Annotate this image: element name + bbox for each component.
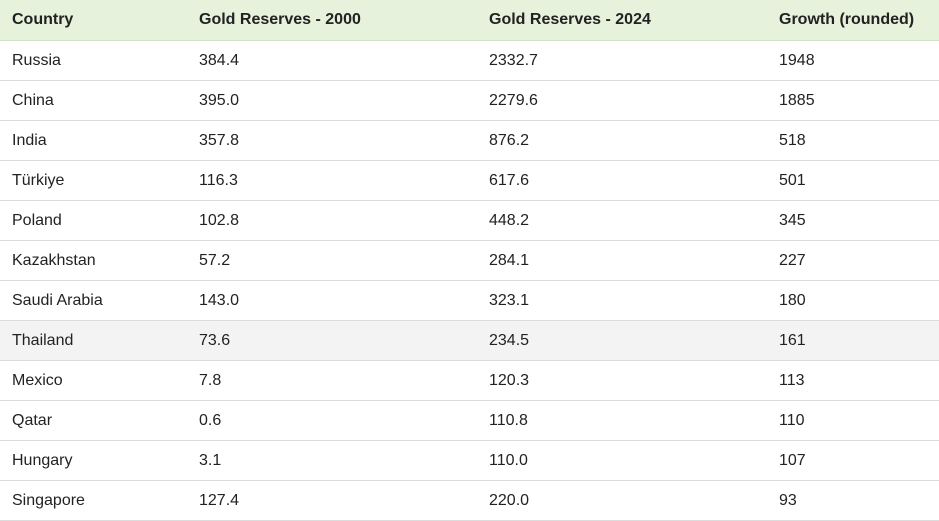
header-cell: Gold Reserves - 2024 <box>477 0 767 41</box>
table-row: Poland 102.8 448.2 345 <box>0 200 939 241</box>
table-cell: 395.0 <box>187 80 477 121</box>
table-row: India 357.8 876.2 518 <box>0 120 939 161</box>
table-cell: 110.0 <box>477 440 767 481</box>
table-cell: 57.2 <box>187 240 477 281</box>
table-cell: 143.0 <box>187 280 477 321</box>
table-row: Mexico 7.8 120.3 113 <box>0 360 939 401</box>
table-cell: 116.3 <box>187 160 477 201</box>
table-row: Russia 384.4 2332.7 1948 <box>0 40 939 81</box>
table-cell: 127.4 <box>187 480 477 521</box>
table-cell: Kazakhstan <box>0 240 187 281</box>
table-row: Kazakhstan 57.2 284.1 227 <box>0 240 939 281</box>
table-cell: 3.1 <box>187 440 477 481</box>
table-cell: Qatar <box>0 400 187 441</box>
table-cell: 617.6 <box>477 160 767 201</box>
table-cell: 448.2 <box>477 200 767 241</box>
table-cell: 284.1 <box>477 240 767 281</box>
table-cell: 73.6 <box>187 320 477 361</box>
table-row: Singapore 127.4 220.0 93 <box>0 480 939 521</box>
table-body: Russia 384.4 2332.7 1948 China 395.0 2279.6 188… <box>0 40 939 521</box>
table-cell: 113 <box>767 360 939 401</box>
table-cell: Poland <box>0 200 187 241</box>
table-cell: 93 <box>767 480 939 521</box>
table-cell: 234.5 <box>477 320 767 361</box>
table-cell: 2332.7 <box>477 40 767 81</box>
table-cell: 357.8 <box>187 120 477 161</box>
table-row: Saudi Arabia 143.0 323.1 180 <box>0 280 939 321</box>
table-cell: 161 <box>767 320 939 361</box>
table-cell: 220.0 <box>477 480 767 521</box>
table-cell: 1948 <box>767 40 939 81</box>
table-row: Qatar 0.6 110.8 110 <box>0 400 939 441</box>
table-cell: 2279.6 <box>477 80 767 121</box>
table-row: Hungary 3.1 110.0 107 <box>0 440 939 481</box>
table-cell: 227 <box>767 240 939 281</box>
table-cell: 876.2 <box>477 120 767 161</box>
header-row: Country Gold Reserves - 2000 Gold Reserves… <box>0 0 939 41</box>
table-cell: 120.3 <box>477 360 767 401</box>
table-cell: 180 <box>767 280 939 321</box>
table-cell: 384.4 <box>187 40 477 81</box>
header-cell: Growth (rounded) <box>767 0 939 41</box>
table-cell: Russia <box>0 40 187 81</box>
table-cell: Singapore <box>0 480 187 521</box>
table-cell: Mexico <box>0 360 187 401</box>
table-cell: Türkiye <box>0 160 187 201</box>
table-cell: Thailand <box>0 320 187 361</box>
table-header: Country Gold Reserves - 2000 Gold Reserves… <box>0 0 939 41</box>
table-cell: 323.1 <box>477 280 767 321</box>
header-cell: Country <box>0 0 187 41</box>
table-cell: Saudi Arabia <box>0 280 187 321</box>
table-cell: 107 <box>767 440 939 481</box>
table-cell: India <box>0 120 187 161</box>
table-row: Türkiye 116.3 617.6 501 <box>0 160 939 201</box>
table-cell: 110.8 <box>477 400 767 441</box>
table-row: China 395.0 2279.6 1885 <box>0 80 939 121</box>
table-row: Thailand 73.6 234.5 161 <box>0 320 939 361</box>
table-cell: 345 <box>767 200 939 241</box>
table-cell: 1885 <box>767 80 939 121</box>
table-cell: 0.6 <box>187 400 477 441</box>
table-cell: 518 <box>767 120 939 161</box>
header-cell: Gold Reserves - 2000 <box>187 0 477 41</box>
table-cell: China <box>0 80 187 121</box>
table-cell: 501 <box>767 160 939 201</box>
table-cell: 102.8 <box>187 200 477 241</box>
table-cell: 110 <box>767 400 939 441</box>
table-cell: Hungary <box>0 440 187 481</box>
table-cell: 7.8 <box>187 360 477 401</box>
